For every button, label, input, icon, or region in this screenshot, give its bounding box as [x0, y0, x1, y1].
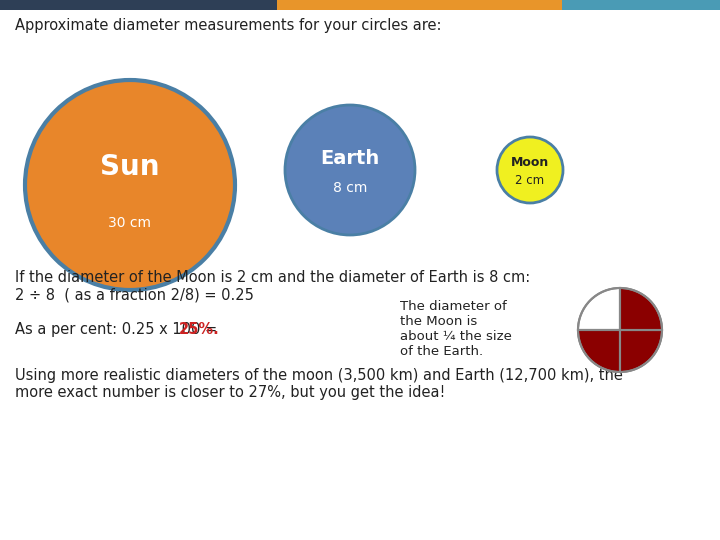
Circle shape: [497, 137, 563, 203]
Text: 2 cm: 2 cm: [516, 173, 544, 186]
Text: Sun: Sun: [100, 153, 160, 181]
Text: If the diameter of the Moon is 2 cm and the diameter of Earth is 8 cm:: If the diameter of the Moon is 2 cm and …: [15, 270, 530, 285]
Bar: [0, 0, 277, 10]
Text: Approximate diameter measurements for your circles are:: Approximate diameter measurements for yo…: [15, 18, 441, 33]
Wedge shape: [620, 330, 662, 372]
Circle shape: [285, 105, 415, 235]
Text: The diameter of
the Moon is
about ¼ the size
of the Earth.: The diameter of the Moon is about ¼ the …: [400, 300, 512, 358]
Bar: [277, 0, 562, 10]
Text: more exact number is closer to 27%, but you get the idea!: more exact number is closer to 27%, but …: [15, 385, 446, 400]
Bar: [562, 0, 720, 10]
Text: Moon: Moon: [511, 157, 549, 170]
Wedge shape: [578, 330, 620, 372]
Wedge shape: [620, 288, 662, 330]
Text: 2 ÷ 8  ( as a fraction 2/8) = 0.25: 2 ÷ 8 ( as a fraction 2/8) = 0.25: [15, 288, 254, 303]
Text: Earth: Earth: [320, 148, 379, 167]
Text: 8 cm: 8 cm: [333, 181, 367, 195]
Text: As a per cent: 0.25 x 100 =: As a per cent: 0.25 x 100 =: [15, 322, 222, 337]
Circle shape: [25, 80, 235, 290]
Wedge shape: [578, 288, 620, 330]
Text: Using more realistic diameters of the moon (3,500 km) and Earth (12,700 km), the: Using more realistic diameters of the mo…: [15, 368, 623, 383]
Text: 25%.: 25%.: [179, 322, 220, 337]
Text: 30 cm: 30 cm: [109, 216, 151, 230]
